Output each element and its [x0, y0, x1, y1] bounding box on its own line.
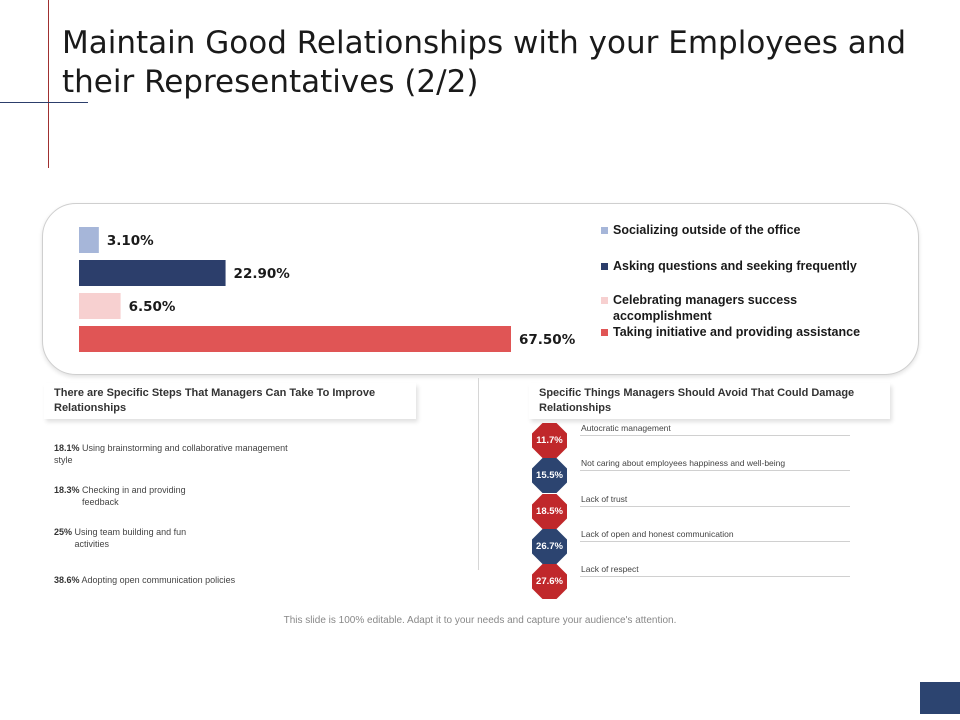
legend-label: Taking initiative and providing assistan… — [613, 325, 861, 339]
step-item: 18.3% Checking in and providing feedback — [54, 485, 186, 507]
legend-label: Celebrating managers success accomplishm… — [613, 293, 798, 323]
avoid-item: 11.7% Autocratic management — [532, 423, 852, 458]
legend-item: Taking initiative and providing assistan… — [601, 324, 893, 340]
step-item: 25% Using team building and fun activiti… — [54, 527, 187, 549]
section-divider — [478, 378, 479, 570]
avoid-underline — [580, 470, 850, 471]
legend-item: Celebrating managers success accomplishm… — [601, 292, 893, 324]
percent-octagon: 18.5% — [532, 494, 567, 529]
bar-value-label: 22.90% — [234, 266, 291, 282]
percent-octagon: 15.5% — [532, 458, 567, 493]
legend-swatch — [601, 227, 608, 234]
avoid-item: 15.5% Not caring about employees happine… — [532, 458, 852, 493]
bar-chart: 3.10% 22.90% 6.50% 67.50% — [79, 227, 576, 352]
step-item: 38.6% Adopting open communication polici… — [54, 575, 236, 585]
legend-label: Asking questions and seeking frequently — [613, 259, 857, 273]
avoid-header: Specific Things Managers Should Avoid Th… — [529, 383, 890, 419]
bar-value-label: 67.50% — [519, 332, 576, 348]
avoid-item: 27.6% Lack of respect — [532, 564, 852, 599]
page-title: Maintain Good Relationships with your Em… — [62, 25, 907, 100]
avoid-item: 18.5% Lack of trust — [532, 494, 852, 529]
percent-octagon: 11.7% — [532, 423, 567, 458]
decorative-vertical-line — [48, 0, 49, 168]
percent-octagon: 27.6% — [532, 564, 567, 599]
legend-label: Socializing outside of the office — [613, 223, 801, 237]
legend-item: Asking questions and seeking frequently — [601, 258, 893, 274]
bar-2 — [79, 260, 226, 286]
legend-item: Socializing outside of the office — [601, 222, 893, 238]
legend-swatch — [601, 263, 608, 270]
avoid-label: Autocratic management — [581, 423, 671, 433]
avoid-underline — [580, 576, 850, 577]
avoid-underline — [580, 435, 850, 436]
bar-4 — [79, 326, 511, 352]
bar-1 — [79, 227, 99, 253]
legend-swatch — [601, 297, 608, 304]
decorative-horizontal-line — [0, 102, 88, 103]
legend-swatch — [601, 329, 608, 336]
bar-value-label: 6.50% — [129, 299, 176, 315]
avoid-underline — [580, 506, 850, 507]
step-item: 18.1% Using brainstorming and collaborat… — [54, 443, 288, 465]
avoid-label: Lack of open and honest communication — [581, 529, 734, 539]
percent-octagon: 26.7% — [532, 529, 567, 564]
bar-value-label: 3.10% — [107, 233, 154, 249]
bar-3 — [79, 293, 121, 319]
avoid-label: Lack of respect — [581, 564, 639, 574]
footer-note: This slide is 100% editable. Adapt it to… — [283, 615, 677, 626]
steps-header: There are Specific Steps That Managers C… — [44, 383, 416, 419]
avoid-label: Lack of trust — [581, 494, 628, 504]
avoid-underline — [580, 541, 850, 542]
chart-panel: 3.10% 22.90% 6.50% 67.50% Socializing outsi… — [42, 203, 919, 375]
corner-decoration — [920, 682, 960, 714]
avoid-label: Not caring about employees happiness and… — [581, 458, 786, 468]
avoid-item: 26.7% Lack of open and honest communicat… — [532, 529, 852, 564]
